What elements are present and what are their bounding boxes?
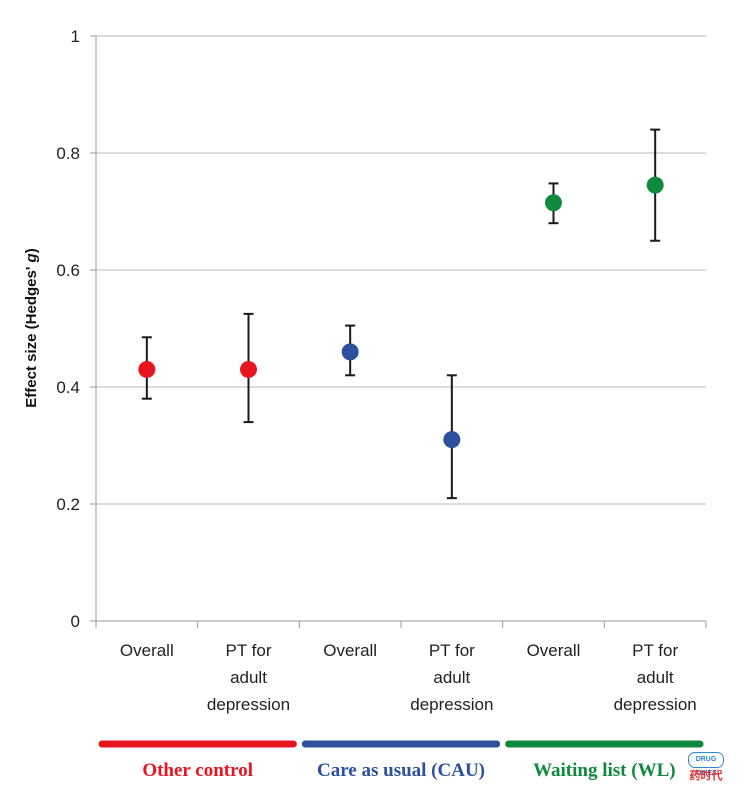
category-label-line: adult bbox=[433, 668, 470, 687]
y-axis-label-close: ) bbox=[23, 248, 40, 253]
data-point bbox=[646, 176, 664, 194]
category-label-line: Overall bbox=[527, 641, 581, 660]
category-label: Overall bbox=[323, 641, 377, 660]
data-point bbox=[443, 431, 461, 449]
group-labels: Other control Care as usual (CAU) Waiting … bbox=[142, 760, 675, 781]
category-label-line: Overall bbox=[323, 641, 377, 660]
category-label-line: PT for bbox=[226, 641, 272, 660]
category-label-line: depression bbox=[207, 695, 290, 714]
y-tick-labels: 0 0.2 0.4 0.6 0.8 1 bbox=[56, 27, 96, 631]
gridlines bbox=[96, 35, 706, 505]
y-tick-label: 0.8 bbox=[56, 144, 80, 163]
x-tick-marks bbox=[95, 621, 707, 628]
category-label-line: PT for bbox=[632, 641, 678, 660]
category-label-line: adult bbox=[230, 668, 267, 687]
y-axis-label: Effect size (Hedges' g) bbox=[23, 248, 40, 407]
y-axis-label-italic: g bbox=[23, 253, 40, 263]
watermark-logo: DRUG TIMES 药时代 bbox=[684, 752, 728, 782]
data-points bbox=[138, 176, 664, 449]
category-label-line: depression bbox=[614, 695, 697, 714]
y-tick-label: 1 bbox=[71, 27, 80, 46]
category-label: PT for adult depression bbox=[614, 641, 697, 714]
category-label: Overall bbox=[527, 641, 581, 660]
group-label: Waiting list (WL) bbox=[533, 760, 676, 781]
y-tick-label: 0.6 bbox=[56, 261, 80, 280]
y-tick-label: 0.4 bbox=[56, 378, 80, 397]
data-point bbox=[138, 360, 156, 378]
data-point bbox=[341, 343, 359, 361]
category-label: PT for adult depression bbox=[410, 641, 493, 714]
category-label-line: PT for bbox=[429, 641, 475, 660]
error-bars bbox=[141, 128, 661, 500]
watermark-text: 药时代 bbox=[689, 770, 723, 782]
category-label-line: Overall bbox=[120, 641, 174, 660]
y-tick-label: 0 bbox=[71, 612, 80, 631]
y-axis-label-main: Effect size (Hedges' bbox=[23, 262, 40, 407]
y-tick-label: 0.2 bbox=[56, 495, 80, 514]
watermark-badge: DRUG TIMES bbox=[688, 752, 724, 777]
category-labels: Overall PT for adult depression Overall PT fo… bbox=[120, 641, 697, 714]
category-label-line: adult bbox=[637, 668, 674, 687]
group-label: Other control bbox=[142, 760, 253, 781]
group-label: Care as usual (CAU) bbox=[317, 760, 485, 781]
data-point bbox=[240, 360, 257, 378]
category-label: PT for adult depression bbox=[207, 641, 290, 714]
category-label-line: depression bbox=[410, 695, 493, 714]
data-point bbox=[545, 194, 562, 212]
category-label: Overall bbox=[120, 641, 174, 660]
